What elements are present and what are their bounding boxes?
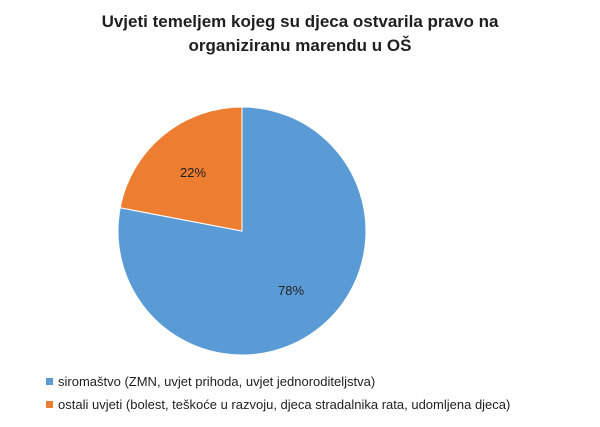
chart-title-line-1: Uvjeti temeljem kojeg su djeca ostvarila…: [101, 12, 499, 31]
legend-label-siromastvo: siromaštvo (ZMN, uvjet prihoda, uvjet je…: [58, 374, 376, 389]
legend-item-siromastvo: siromaštvo (ZMN, uvjet prihoda, uvjet je…: [46, 373, 510, 390]
pie-slice-ostali-uvjeti: [119, 106, 243, 232]
chart-title: Uvjeti temeljem kojeg su djeca ostvarila…: [0, 10, 600, 58]
legend: siromaštvo (ZMN, uvjet prihoda, uvjet je…: [46, 373, 510, 419]
legend-swatch-siromastvo: [46, 378, 53, 385]
data-label-siromastvo: 78%: [278, 283, 304, 298]
chart-title-line-2: organiziranu marendu u OŠ: [188, 36, 412, 55]
data-label-ostali-uvjeti: 22%: [180, 165, 206, 180]
legend-label-ostali-uvjeti: ostali uvjeti (bolest, teškoće u razvoju…: [58, 397, 511, 412]
legend-item-ostali-uvjeti: ostali uvjeti (bolest, teškoće u razvoju…: [46, 396, 510, 413]
legend-swatch-ostali-uvjeti: [46, 401, 53, 408]
